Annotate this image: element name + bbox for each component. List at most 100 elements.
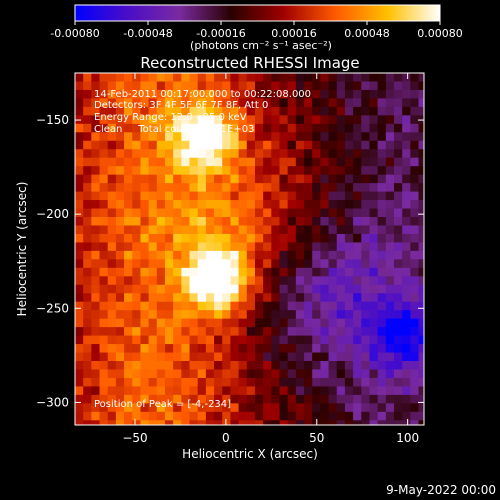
heatmap-cell xyxy=(124,293,133,303)
heatmap-cell xyxy=(230,259,240,269)
heatmap-cell xyxy=(197,361,207,371)
colorbar-tick-label: 0.00016 xyxy=(271,27,317,40)
heatmap-cell xyxy=(173,98,182,108)
heatmap-cell xyxy=(295,149,305,159)
heatmap-cell xyxy=(320,420,330,425)
heatmap-cell xyxy=(132,149,142,159)
heatmap-cell xyxy=(418,284,424,294)
heatmap-cell xyxy=(254,200,264,210)
heatmap-cell xyxy=(156,115,166,125)
heatmap-cell xyxy=(361,335,371,345)
heatmap-cell xyxy=(295,293,305,303)
heatmap-cell xyxy=(336,217,346,227)
heatmap-cell xyxy=(385,352,395,362)
heatmap-cell xyxy=(115,369,125,379)
heatmap-cell xyxy=(361,327,371,337)
heatmap-cell xyxy=(369,386,379,396)
heatmap-cell xyxy=(214,284,223,294)
y-tick-label: −150 xyxy=(36,113,69,127)
heatmap-cell xyxy=(361,411,371,421)
heatmap-cell xyxy=(312,106,321,116)
heatmap-cell xyxy=(312,98,321,108)
heatmap-cell xyxy=(246,225,256,235)
heatmap-cell xyxy=(197,344,207,354)
heatmap-cell xyxy=(140,250,150,260)
heatmap-cell xyxy=(205,123,215,133)
heatmap-cell xyxy=(377,115,387,125)
heatmap-cell xyxy=(173,377,182,388)
heatmap-cell xyxy=(287,225,297,235)
heatmap-cell xyxy=(336,123,346,133)
heatmap-cell xyxy=(230,301,240,311)
heatmap-cell xyxy=(254,403,264,413)
heatmap-cell xyxy=(402,267,411,277)
heatmap-cell xyxy=(132,140,142,150)
heatmap-cell xyxy=(173,115,182,125)
heatmap-cell xyxy=(91,386,101,396)
heatmap-cell xyxy=(295,310,305,320)
heatmap-cell xyxy=(107,344,117,354)
heatmap-cell xyxy=(312,403,321,413)
heatmap-cell xyxy=(181,157,191,167)
heatmap-cell xyxy=(99,335,109,345)
heatmap-cell xyxy=(99,420,109,425)
heatmap-cell xyxy=(173,394,182,404)
heatmap-cell xyxy=(214,394,223,404)
heatmap-cell xyxy=(189,98,199,108)
heatmap-cell xyxy=(140,420,150,425)
heatmap-cell xyxy=(361,386,371,396)
heatmap-cell xyxy=(197,157,207,167)
heatmap-cell xyxy=(304,369,313,379)
heatmap-cell xyxy=(107,89,117,100)
heatmap-cell xyxy=(238,157,248,167)
heatmap-cell xyxy=(336,149,346,159)
heatmap-cell xyxy=(377,301,387,311)
heatmap-cell xyxy=(164,81,174,91)
heatmap-cell xyxy=(205,132,215,142)
heatmap-cell xyxy=(124,335,133,345)
heatmap-cell xyxy=(222,149,232,159)
heatmap-cell xyxy=(312,377,321,388)
heatmap-cell xyxy=(148,98,158,108)
heatmap-cell xyxy=(320,344,330,354)
heatmap-cell xyxy=(263,377,272,388)
heatmap-cell xyxy=(140,183,150,193)
heatmap-cell xyxy=(279,310,289,320)
heatmap-cell xyxy=(394,106,403,116)
heatmap-cell xyxy=(230,344,240,354)
heatmap-cell xyxy=(369,403,379,413)
heatmap-cell xyxy=(279,242,289,252)
heatmap-cell xyxy=(263,242,272,252)
heatmap-cell xyxy=(287,259,297,269)
heatmap-cell xyxy=(91,217,101,227)
heatmap-cell xyxy=(279,284,289,294)
heatmap-cell xyxy=(164,233,174,244)
heatmap-cell xyxy=(132,394,142,404)
heatmap-cell xyxy=(140,81,150,91)
heatmap-cell xyxy=(369,284,379,294)
colorbar-tick-label: -0.00016 xyxy=(196,27,245,40)
heatmap-cell xyxy=(344,276,354,286)
heatmap-cell xyxy=(344,106,354,116)
heatmap-cell xyxy=(205,73,215,83)
heatmap-cell xyxy=(312,89,321,100)
heatmap-cell xyxy=(230,191,240,201)
heatmap-cell xyxy=(230,157,240,167)
heatmap-cell xyxy=(287,284,297,294)
heatmap-cell xyxy=(394,344,403,354)
heatmap-cell xyxy=(320,89,330,100)
heatmap-cell xyxy=(99,267,109,277)
heatmap-cell xyxy=(181,81,191,91)
heatmap-cell xyxy=(336,284,346,294)
heatmap-cell xyxy=(173,250,182,260)
heatmap-cell xyxy=(205,200,215,210)
heatmap-cell xyxy=(385,259,395,269)
heatmap-cell xyxy=(75,242,84,252)
heatmap-cell xyxy=(91,293,101,303)
heatmap-cell xyxy=(279,140,289,150)
heatmap-cell xyxy=(164,259,174,269)
heatmap-cell xyxy=(230,132,240,142)
heatmap-cell xyxy=(156,369,166,379)
heatmap-cell xyxy=(385,318,395,328)
heatmap-cell xyxy=(369,293,379,303)
